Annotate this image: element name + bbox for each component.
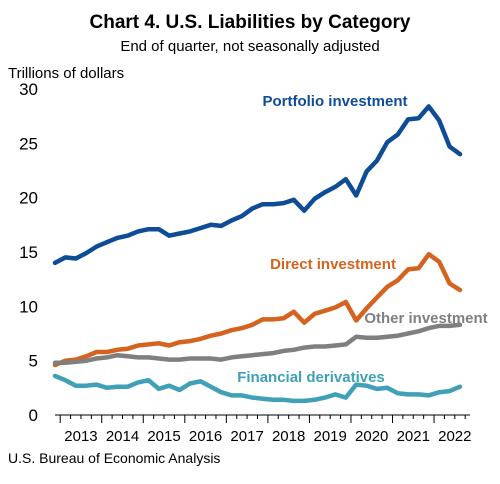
series-labels: Portfolio investment Direct investment Oth…: [237, 93, 487, 386]
series-label-financial-derivatives: Financial derivatives: [237, 369, 385, 386]
y-tick-label: 20: [19, 189, 38, 208]
series-line-other-investment: [52, 322, 463, 366]
chart-subtitle: End of quarter, not seasonally adjusted: [120, 38, 379, 55]
y-axis-ticks: 0 5 10 15 20 25 30: [19, 80, 38, 425]
series-line-direct-investment: [52, 251, 463, 368]
y-tick-label: 5: [29, 352, 38, 371]
series-label-other-investment: Other investment: [364, 310, 487, 327]
y-tick-label: 0: [29, 406, 38, 425]
y-tick-label: 25: [19, 134, 38, 153]
x-tick-label: 2014: [106, 428, 139, 445]
series-line-financial-derivatives: [52, 373, 463, 404]
series-label-direct-investment: Direct investment: [270, 256, 396, 273]
x-tick-label: 2020: [355, 428, 388, 445]
series-line-portfolio-investment: [52, 104, 463, 266]
x-tick-label: 2017: [230, 428, 263, 445]
y-tick-label: 10: [19, 297, 38, 316]
x-tick-label: 2019: [314, 428, 347, 445]
x-tick-label: 2016: [189, 428, 222, 445]
series-lines: [52, 104, 463, 404]
x-tick-label: 2022: [438, 428, 471, 445]
y-tick-label: 15: [19, 243, 38, 262]
x-axis-ticks: 2013 2014 2015 2016 2017 2018 2019 2020 2021 2022: [59, 415, 471, 445]
x-tick-label: 2018: [272, 428, 305, 445]
y-tick-label: 30: [19, 80, 38, 99]
x-tick-label: 2015: [147, 428, 180, 445]
x-tick-label: 2021: [397, 428, 430, 445]
x-tick-label: 2013: [64, 428, 97, 445]
y-axis-label: Trillions of dollars: [8, 65, 124, 82]
chart-title: Chart 4. U.S. Liabilities by Category: [90, 12, 411, 33]
series-label-portfolio-investment: Portfolio investment: [262, 93, 407, 110]
source-note: U.S. Bureau of Economic Analysis: [8, 450, 220, 466]
